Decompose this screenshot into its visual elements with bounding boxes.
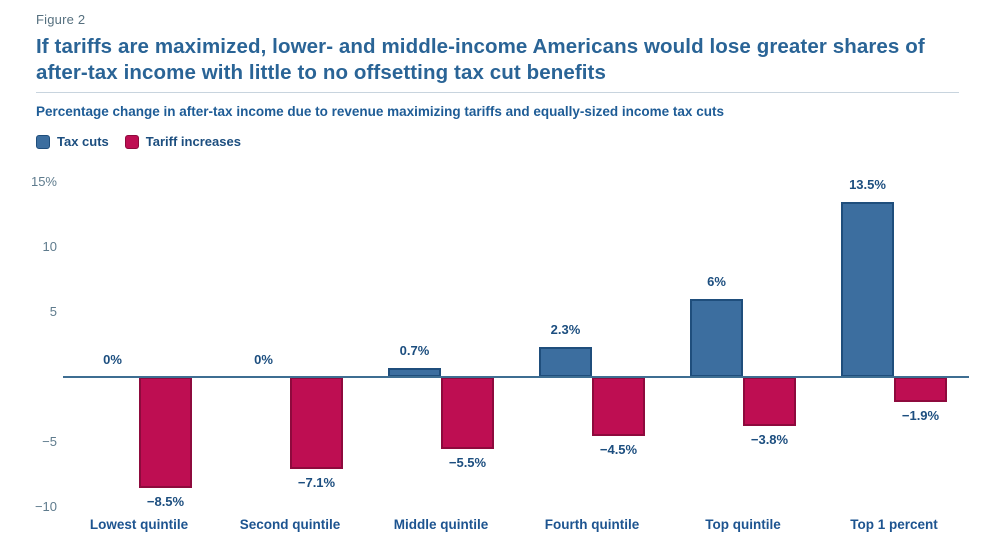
zero-axis-line xyxy=(63,376,969,378)
bar-tax-cuts-top-quintile xyxy=(690,299,743,377)
bar-tariff-increases-second-quintile xyxy=(290,377,343,470)
y-tick--10: −10 xyxy=(34,499,57,514)
figure-number: Figure 2 xyxy=(36,12,86,27)
title-divider xyxy=(36,92,959,93)
data-label-tariff-increases-top-quintile: −3.8% xyxy=(750,432,789,448)
category-label-lowest-quintile: Lowest quintile xyxy=(89,517,189,532)
data-label-tariff-increases-middle-quintile: −5.5% xyxy=(448,454,487,470)
legend-swatch-icon xyxy=(124,134,139,149)
category-label-middle-quintile: Middle quintile xyxy=(393,517,489,532)
data-label-tariff-increases-top-1-percent: −1.9% xyxy=(901,407,940,423)
legend-label: Tax cuts xyxy=(57,134,109,149)
data-label-tax-cuts-lowest-quintile: 0% xyxy=(103,352,122,367)
data-label-tariff-increases-second-quintile: −7.1% xyxy=(297,475,336,491)
bar-tariff-increases-lowest-quintile xyxy=(139,377,192,488)
legend-swatch-icon xyxy=(36,134,50,149)
legend-item-tariff-increases: Tariff increases xyxy=(124,134,241,149)
legend-label: Tariff increases xyxy=(145,134,241,149)
category-label-top-quintile: Top quintile xyxy=(705,517,781,532)
data-label-tax-cuts-top-1-percent: 13.5% xyxy=(849,176,886,192)
data-label-tax-cuts-fourth-quintile: 2.3% xyxy=(550,322,581,338)
data-label-tax-cuts-top-quintile: 6% xyxy=(707,274,726,289)
y-tick-15: 15% xyxy=(30,174,57,189)
bar-tariff-increases-fourth-quintile xyxy=(592,377,645,436)
category-label-second-quintile: Second quintile xyxy=(239,517,341,532)
data-label-tariff-increases-lowest-quintile: −8.5% xyxy=(146,493,185,509)
bar-tax-cuts-top-1-percent xyxy=(841,201,894,377)
bar-tax-cuts-fourth-quintile xyxy=(539,347,592,377)
data-label-tax-cuts-middle-quintile: 0.7% xyxy=(399,342,430,358)
bar-tariff-increases-middle-quintile xyxy=(441,377,494,449)
bar-tariff-increases-top-1-percent xyxy=(894,377,947,402)
category-label-fourth-quintile: Fourth quintile xyxy=(544,517,640,532)
data-label-tax-cuts-second-quintile: 0% xyxy=(254,352,273,367)
y-tick-10: 10 xyxy=(42,239,57,254)
bar-tax-cuts-middle-quintile xyxy=(388,367,441,377)
chart-subtitle: Percentage change in after-tax income du… xyxy=(36,104,724,119)
y-tick-5: 5 xyxy=(49,304,57,319)
category-label-top-1-percent: Top 1 percent xyxy=(850,517,938,532)
bar-tariff-increases-top-quintile xyxy=(743,377,796,427)
chart-legend: Tax cuts Tariff increases xyxy=(36,134,241,149)
chart-title: If tariffs are maximized, lower- and mid… xyxy=(36,35,925,84)
data-label-tariff-increases-fourth-quintile: −4.5% xyxy=(599,441,638,457)
y-tick--5: −5 xyxy=(42,434,57,449)
legend-item-tax-cuts: Tax cuts xyxy=(36,134,109,149)
